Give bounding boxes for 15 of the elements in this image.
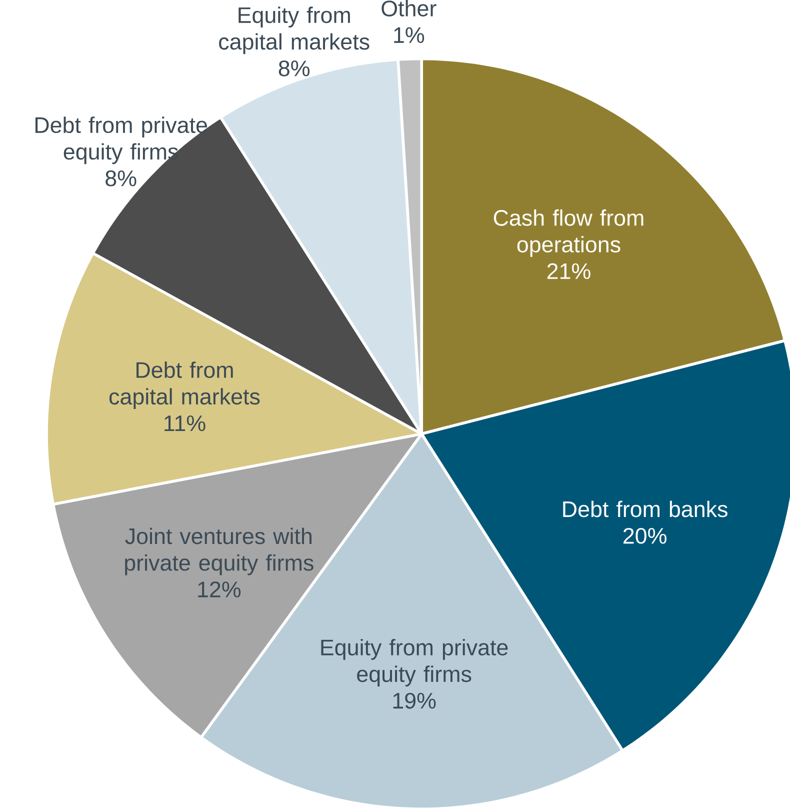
- data-label: 1%: [394, 27, 424, 43]
- data-label: 8%: [278, 60, 310, 76]
- data-label: 12%: [198, 582, 240, 598]
- slice-label: Debt from capital markets: [109, 362, 260, 410]
- data-label: 11%: [164, 415, 206, 432]
- slice-label: Debt from banks: [563, 500, 728, 518]
- slice-label: Equity from capital markets: [218, 6, 370, 54]
- data-label: 8%: [105, 170, 136, 186]
- slice-label: Other: [381, 0, 436, 16]
- slice-label: Cash flow from operations: [494, 209, 644, 257]
- data-label: 19%: [393, 692, 436, 709]
- slice-label: Equity from private equity firms: [321, 639, 508, 687]
- data-label: 21%: [547, 263, 590, 280]
- data-label: 20%: [623, 528, 666, 544]
- slice-label: Joint ventures with private equity firms: [124, 528, 314, 576]
